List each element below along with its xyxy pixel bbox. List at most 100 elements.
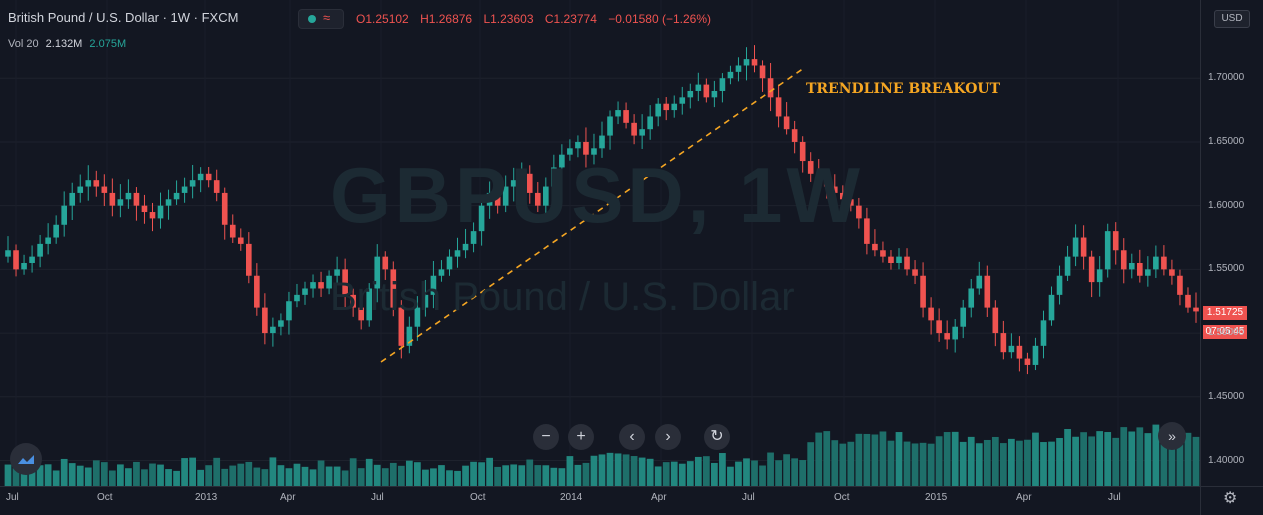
volume-bar [197,469,205,486]
candle-body [45,237,51,244]
volume-bar [534,465,542,486]
volume-bar [1160,427,1168,486]
candle-body [1000,333,1007,353]
candle-body [1185,294,1191,308]
volume-bar [229,465,237,486]
candle-body [157,205,164,219]
volume-bar [373,464,381,486]
volume-bar [28,468,36,486]
candle-body [221,192,228,225]
volume-bar [165,469,172,486]
volume-bar [943,432,951,486]
volume-legend[interactable]: Vol 20 2.132M 2.075M [8,38,126,50]
candle-body [623,110,629,123]
candle-body [334,269,340,276]
zoom-out-button[interactable]: − [533,424,559,450]
candle-body [374,256,381,289]
candle-body [53,224,59,238]
tradingview-logo-icon[interactable] [10,443,42,475]
candle-body [430,275,437,295]
candle-body [543,186,549,206]
candle-body [197,173,204,181]
zoom-in-button[interactable]: + [568,424,594,450]
volume-bar [783,454,790,486]
candle-body [1137,263,1143,276]
reset-chart-button[interactable]: ↻ [704,424,730,450]
candle-body [366,288,373,321]
candle-body [944,333,950,340]
volume-bar [951,431,959,486]
volume-bar [269,457,277,486]
candle-body [583,141,589,155]
candle-body [85,180,92,187]
time-tick-label: 2014 [560,492,583,503]
candle-body [1040,320,1047,346]
volume-bar [414,462,421,486]
volume-bar [759,465,766,486]
candle-body [390,269,397,308]
candle-body [1096,269,1103,283]
watermark-symbol: GBPUSD, 1W [330,151,865,239]
volume-bar [959,441,967,486]
volume-bar [967,436,975,486]
volume-bar [309,469,317,486]
volume-bar [68,463,76,486]
symbol-title[interactable]: British Pound / U.S. Dollar · 1W · FXCM [8,10,239,25]
volume-bar [149,463,156,486]
volume-bar [365,458,373,486]
volume-bar [389,462,397,486]
candle-body [703,84,710,98]
candle-body [823,180,830,187]
volume-bar [895,432,903,486]
candle-body [133,192,140,206]
currency-button[interactable]: USD [1214,10,1250,28]
scroll-right-button[interactable]: › [655,424,681,450]
volume-bar [1032,432,1039,486]
volume-bar [84,467,92,486]
time-tick-label: 2013 [195,492,218,503]
volume-bar [542,465,550,486]
volume-bar [133,461,140,486]
volume-bar [181,458,188,486]
market-status[interactable]: ≈ [298,9,344,29]
volume-bar [855,433,863,486]
candle-body [799,141,806,162]
settings-gear-icon[interactable]: ⚙ [1223,490,1238,507]
scroll-to-realtime-button[interactable]: » [1158,422,1186,450]
candle-body [414,307,421,327]
price-tick-label: 1.70000 [1208,72,1245,84]
candle-body [310,282,316,289]
price-tick-label: 1.50000 [1208,327,1245,339]
candle-body [807,161,814,174]
candle-body [896,256,902,263]
scroll-left-button[interactable]: ‹ [619,424,645,450]
volume-bar [903,441,911,486]
candle-body [775,97,782,117]
candle-body [318,282,324,289]
volume-bar [823,431,831,486]
candle-body [117,199,124,206]
volume-bar [1056,437,1063,486]
candle-body [783,116,790,130]
candle-body [936,320,942,334]
symbol-header[interactable]: British Pound / U.S. Dollar · 1W · FXCM [8,10,238,25]
candle-body [1080,237,1087,257]
candle-body [559,154,565,168]
volume-bar [4,464,12,486]
volume-bar [831,440,839,486]
price-tick-label: 1.40000 [1208,454,1245,466]
candlestick-chart[interactable] [0,0,1200,486]
candle-body [1008,345,1015,353]
volume-bar [1168,428,1176,486]
volume-bar [60,458,68,486]
volume-bar [815,432,823,486]
candle-body [952,326,958,340]
candle-body [101,186,108,193]
candle-body [671,103,678,111]
volume-bar [1088,436,1096,486]
candle-body [735,65,742,72]
candle-body [470,231,477,244]
volume-bar [614,453,622,486]
candle-body [1072,237,1079,257]
volume-bar [108,470,116,486]
